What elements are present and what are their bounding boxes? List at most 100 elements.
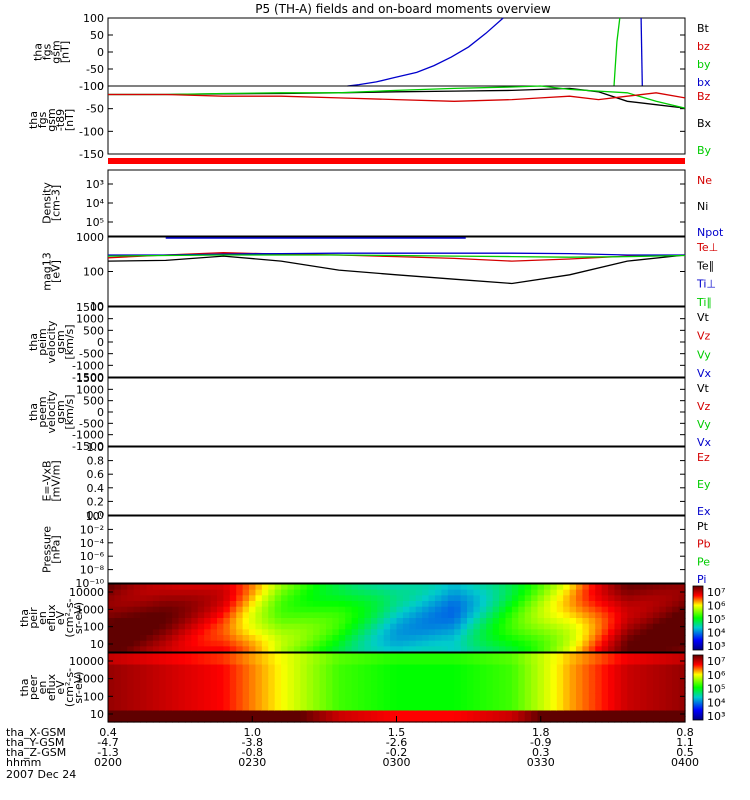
heatmap-cell: [396, 640, 404, 647]
heatmap-cell: [428, 704, 436, 712]
heatmap-cell: [556, 716, 564, 723]
heatmap-cell: [236, 710, 244, 717]
heatmap-cell: [223, 658, 231, 666]
colorbar-tick-label: 10⁵: [707, 683, 725, 696]
heatmap-cell: [140, 716, 148, 723]
heatmap-cell: [191, 716, 199, 723]
heatmap-cell: [152, 676, 160, 683]
heatmap-cell: [588, 584, 596, 591]
heatmap-cell: [460, 664, 468, 671]
heatmap-cell: [261, 601, 269, 608]
heatmap-cell: [492, 716, 500, 723]
heatmap-cell: [281, 699, 289, 706]
heatmap-cell: [531, 601, 539, 608]
heatmap-cell: [428, 653, 436, 660]
heatmap-cell: [518, 646, 526, 653]
heatmap-cell: [364, 681, 372, 689]
heatmap-cell: [665, 699, 673, 706]
heatmap-cell: [409, 584, 417, 591]
heatmap-cell: [505, 623, 513, 630]
x-axis-value: 0.4: [99, 726, 117, 739]
heatmap-cell: [108, 670, 116, 677]
heatmap-cell: [127, 640, 135, 647]
heatmap-cell: [172, 716, 180, 723]
heatmap-cell: [313, 646, 321, 653]
heatmap-cell: [120, 629, 128, 636]
heatmap-cell: [454, 635, 462, 642]
heatmap-cell: [255, 693, 263, 700]
heatmap-cell: [454, 595, 462, 602]
heatmap-cell: [242, 646, 250, 653]
heatmap-cell: [646, 618, 654, 625]
heatmap-cell: [191, 612, 199, 619]
heatmap-cell: [364, 704, 372, 712]
heatmap-cell: [524, 612, 532, 619]
heatmap-cell: [287, 716, 295, 723]
heatmap-cell: [396, 595, 404, 602]
heatmap-cell: [454, 653, 462, 660]
heatmap-cell: [268, 658, 276, 666]
heatmap-cell: [646, 658, 654, 666]
heatmap-cell: [172, 629, 180, 636]
heatmap-cell: [370, 704, 378, 712]
heatmap-cell: [133, 640, 141, 647]
heatmap-cell: [543, 640, 551, 647]
y-tick-label: 0.6: [87, 468, 105, 481]
heatmap-cell: [108, 589, 116, 596]
heatmap-cell: [210, 635, 218, 642]
heatmap-cell: [249, 606, 257, 613]
heatmap-cell: [492, 710, 500, 717]
heatmap-cell: [467, 629, 475, 636]
heatmap-cell: [197, 601, 205, 608]
heatmap-cell: [293, 595, 301, 602]
heatmap-cell: [249, 629, 257, 636]
y-tick-label: 0.0: [87, 509, 105, 522]
heatmap-cell: [524, 646, 532, 653]
heatmap-cell: [120, 635, 128, 642]
heatmap-cell: [633, 670, 641, 677]
heatmap-cell: [511, 640, 519, 647]
heatmap-cell: [672, 664, 680, 671]
heatmap-cell: [287, 635, 295, 642]
heatmap-cell: [293, 693, 301, 700]
heatmap-cell: [172, 584, 180, 591]
panel-frame: [107, 583, 686, 653]
heatmap-cell: [377, 664, 385, 671]
heatmap-cell: [633, 635, 641, 642]
heatmap-cell: [300, 612, 308, 619]
heatmap-cell: [325, 716, 333, 723]
heatmap-cell: [242, 629, 250, 636]
heatmap-cell: [293, 612, 301, 619]
heatmap-cell: [460, 635, 468, 642]
heatmap-cell: [229, 584, 237, 591]
heatmap-cell: [351, 606, 359, 613]
y-tick-label: 10⁴: [86, 197, 105, 210]
panel-frame: [107, 169, 686, 237]
heatmap-cell: [184, 658, 192, 666]
heatmap-cell: [223, 687, 231, 694]
heatmap-cell: [608, 670, 616, 677]
heatmap-cell: [531, 618, 539, 625]
heatmap-cell: [293, 658, 301, 666]
heatmap-cell: [229, 687, 237, 694]
heatmap-cell: [678, 658, 686, 666]
heatmap-cell: [454, 704, 462, 712]
heatmap-cell: [396, 658, 404, 666]
heatmap-cell: [159, 629, 167, 636]
heatmap-cell: [422, 606, 430, 613]
heatmap-cell: [678, 653, 686, 660]
heatmap-cell: [402, 589, 410, 596]
heatmap-cell: [325, 658, 333, 666]
heatmap-cell: [140, 601, 148, 608]
heatmap-cell: [652, 693, 660, 700]
heatmap-cell: [210, 664, 218, 671]
heatmap-cell: [614, 612, 622, 619]
heatmap-cell: [108, 716, 116, 723]
heatmap-cell: [146, 710, 154, 717]
heatmap-cell: [287, 601, 295, 608]
heatmap-cell: [351, 664, 359, 671]
y-axis-title-line: tha: [18, 609, 31, 627]
heatmap-cell: [242, 635, 250, 642]
heatmap-cell: [274, 589, 282, 596]
